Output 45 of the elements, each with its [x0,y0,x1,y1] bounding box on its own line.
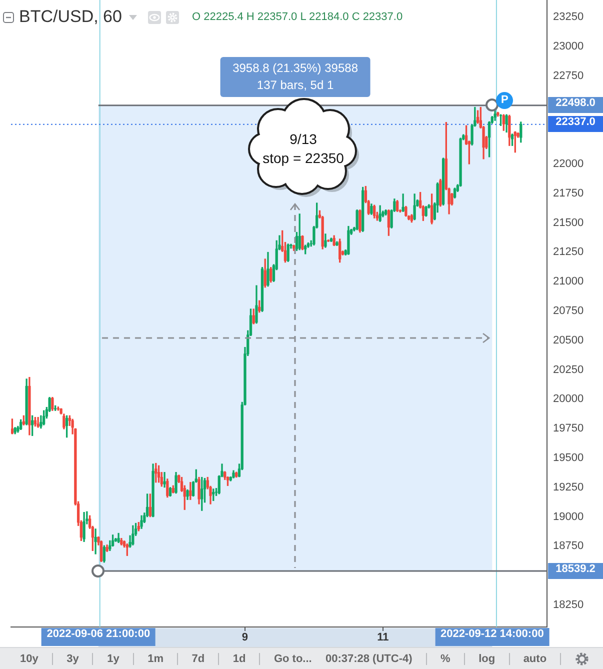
text: Go to... [274,652,312,664]
text: 1y [107,652,120,664]
text: 1d [232,652,246,664]
text: O 22225.4 H 22357.0 L 22184.0 C 22337.0 [192,11,403,23]
x-tick-label: 9 [242,632,248,644]
band-label: 3958.8 (21.35%) 39588 137 bars, 5d 1 [220,57,370,98]
y-tick-label: 19750 [553,422,584,435]
y-tick-label: 20750 [553,305,584,318]
y-tick-label: 22750 [553,70,584,82]
text: 10y [20,652,38,664]
text: 7d [192,652,205,664]
y-tick-label: 19500 [553,452,584,464]
y-tick-label: 19000 [553,510,584,523]
candlestick [402,194,404,212]
ref-line-label: 22498.0 [548,97,603,114]
candlestick [94,528,97,554]
y-tick-label: 18750 [553,540,584,552]
y-tick-label: 20250 [553,364,584,376]
y-tick-label: 21250 [553,246,584,258]
text: 1m [148,652,164,664]
y-tick-label: 23250 [553,10,584,23]
y-tick-label: 21000 [553,276,584,288]
y-tick-label: 23000 [553,40,584,52]
ref-line-label: 22337.0 [548,116,603,132]
text: 00:37:28 (UTC-4) [325,652,412,664]
y-tick-label: 19250 [553,481,584,494]
y-tick-label: 20500 [553,334,584,346]
chart-title: BTC/USD, 60 [19,7,122,27]
badge-icon: P [496,92,514,110]
y-tick-label: 21500 [553,216,584,229]
text: 3y [66,652,79,664]
text: 2022-09-06 21:00:00 [42,628,156,646]
annotation: 9/13 stop = 22350 [262,130,344,168]
y-tick-label: 21750 [553,187,584,200]
text: auto [523,652,547,664]
candlestick [163,472,166,488]
y-tick-label: 20000 [553,393,584,406]
x-tick-label: 11 [377,632,389,644]
text: % [440,652,450,664]
text: 2022-09-12 14:00:00 [435,628,549,646]
ref-line-label: 18539.2 [548,562,603,579]
annotation: P [500,94,508,106]
text: log [478,652,496,664]
y-tick-label: 22000 [553,158,584,170]
y-tick-label: 18250 [553,599,584,612]
